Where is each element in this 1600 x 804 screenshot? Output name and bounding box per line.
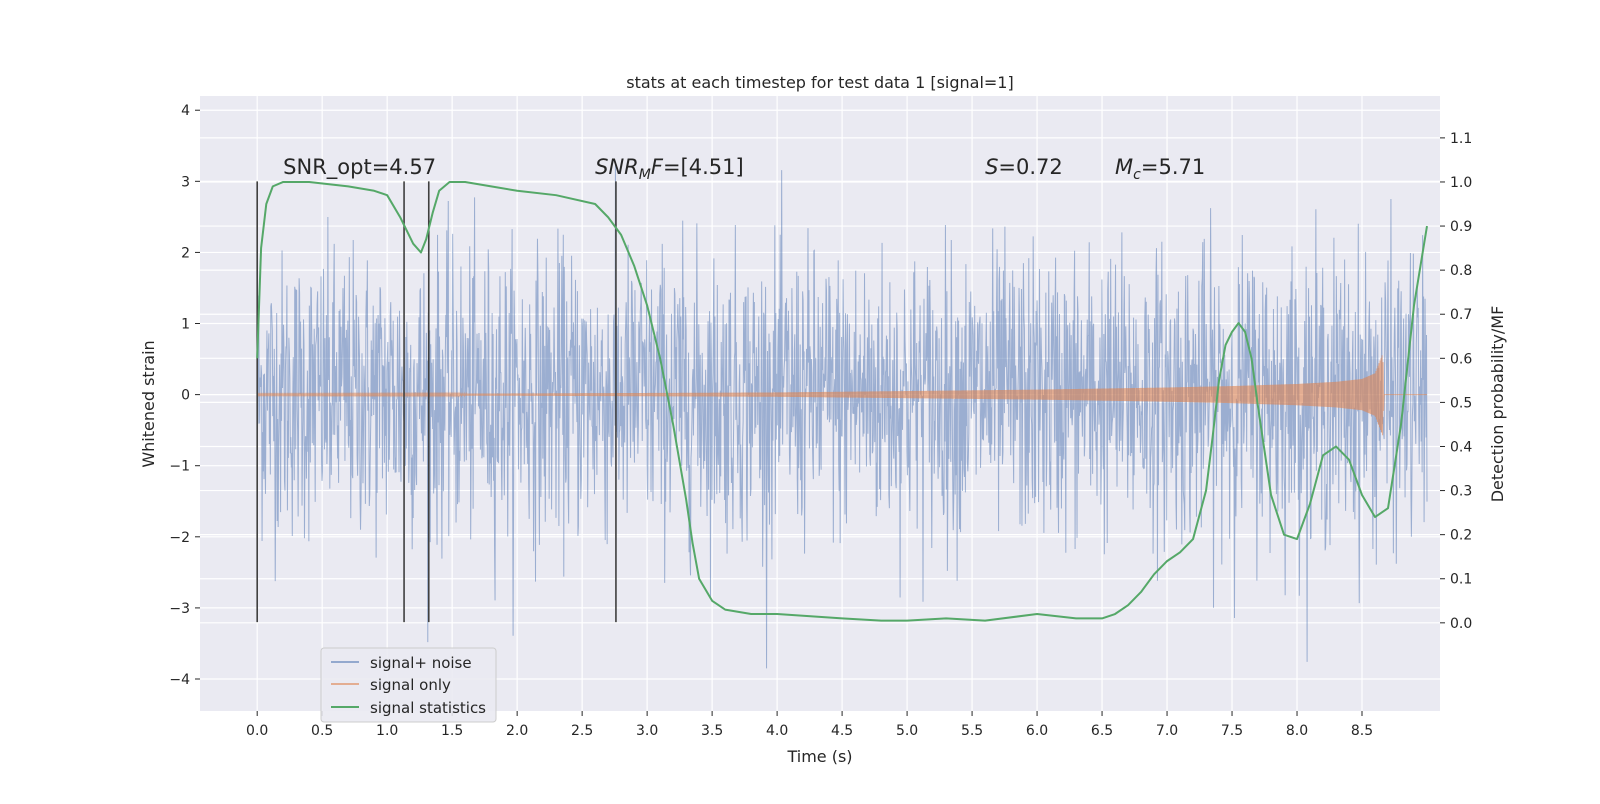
annotation-snr-opt: SNR_opt=4.57 xyxy=(283,155,436,180)
tick-layer: 0.0 0.5 1.0 1.5 2.0 2.5 3.0 3.5 4.0 4.5 5.0 5.5 6.0 6… xyxy=(169,103,1472,739)
y-tick-label-right: 1.1 xyxy=(1450,131,1472,147)
y-tick-label-left: −1 xyxy=(169,459,190,475)
y-tick-label-right: 0.2 xyxy=(1450,528,1472,544)
x-tick-label: 5.0 xyxy=(896,723,918,739)
y-tick-label-right: 0.6 xyxy=(1450,351,1472,367)
y-tick-label-left: −3 xyxy=(169,601,190,617)
y-axis-label-left: Whitened strain xyxy=(139,340,158,467)
legend-label-signal: signal only xyxy=(370,676,451,694)
y-tick-label-right: 0.4 xyxy=(1450,439,1472,455)
y-tick-label-left: 3 xyxy=(181,174,190,190)
y-tick-label-right: 0.1 xyxy=(1450,572,1472,588)
series-signal-statistics xyxy=(256,180,1428,622)
series-signal-only xyxy=(256,355,1427,436)
x-tick-label: 7.5 xyxy=(1221,723,1243,739)
x-tick-label: 8.5 xyxy=(1351,723,1373,739)
x-tick-label: 6.5 xyxy=(1091,723,1113,739)
x-tick-label: 7.0 xyxy=(1156,723,1178,739)
signal-layer xyxy=(256,355,1427,436)
y-tick-label-right: 0.3 xyxy=(1450,484,1472,500)
x-tick-label: 1.0 xyxy=(376,723,398,739)
marker-lines xyxy=(256,181,617,623)
y-tick-label-left: 4 xyxy=(181,103,190,119)
y-tick-label-right: 0.7 xyxy=(1450,307,1472,323)
x-tick-label: 3.5 xyxy=(701,723,723,739)
legend: signal+ noise signal only signal statist… xyxy=(320,647,497,723)
stats-layer xyxy=(256,180,1428,622)
x-tick-label: 0.0 xyxy=(246,723,268,739)
legend-label-noise: signal+ noise xyxy=(370,654,472,672)
x-tick-label: 2.5 xyxy=(571,723,593,739)
legend-label-stats: signal statistics xyxy=(370,699,486,717)
x-tick-label: 8.0 xyxy=(1286,723,1308,739)
x-tick-label: 6.0 xyxy=(1026,723,1048,739)
y-tick-label-right: 0.0 xyxy=(1450,616,1472,632)
chart-title: stats at each timestep for test data 1 [… xyxy=(626,73,1013,92)
annotation-layer: SNR_opt=4.57 SNRMF=[4.51] S=0.72 Mc=5.71 xyxy=(283,155,1205,183)
y-tick-label-left: −2 xyxy=(169,530,190,546)
x-tick-label: 3.0 xyxy=(636,723,658,739)
x-tick-label: 4.0 xyxy=(766,723,788,739)
annotation-snr-mf: SNRMF=[4.51] xyxy=(595,155,744,183)
annotation-mc: Mc=5.71 xyxy=(1115,155,1205,183)
y-tick-label-left: −4 xyxy=(169,672,190,688)
legend-box xyxy=(320,647,497,723)
x-tick-label: 0.5 xyxy=(311,723,333,739)
y-tick-label-left: 1 xyxy=(181,317,190,333)
x-tick-label: 4.5 xyxy=(831,723,853,739)
y-tick-label-right: 1.0 xyxy=(1450,175,1472,191)
x-tick-label: 1.5 xyxy=(441,723,463,739)
y-tick-label-right: 0.9 xyxy=(1450,219,1472,235)
x-tick-label: 2.0 xyxy=(506,723,528,739)
y-tick-label-left: 2 xyxy=(181,245,190,261)
x-axis-label: Time (s) xyxy=(786,747,852,766)
y-tick-label-right: 0.5 xyxy=(1450,395,1472,411)
annotation-s: S=0.72 xyxy=(985,155,1063,179)
x-tick-label: 5.5 xyxy=(961,723,983,739)
y-tick-label-right: 0.8 xyxy=(1450,263,1472,279)
y-tick-label-left: 0 xyxy=(181,388,190,404)
y-axis-label-right: Detection probability/MF xyxy=(1488,306,1507,503)
